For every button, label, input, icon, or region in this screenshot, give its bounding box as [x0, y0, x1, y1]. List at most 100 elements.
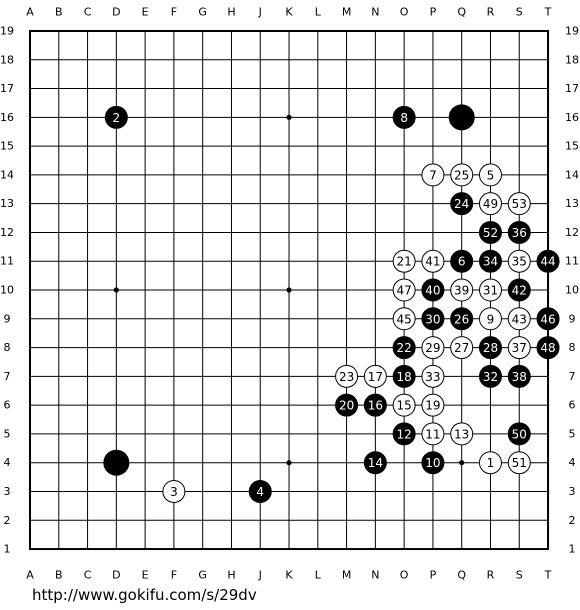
column-label: B — [55, 6, 63, 19]
column-label: C — [84, 6, 92, 19]
white-stone — [421, 336, 445, 360]
white-stone — [421, 163, 445, 187]
move-number: 46 — [540, 312, 555, 326]
stone: 42 — [507, 278, 531, 302]
black-stone — [478, 249, 502, 273]
move-number: 30 — [425, 312, 440, 326]
move-number: 23 — [339, 370, 354, 384]
move-number: 4 — [256, 485, 264, 499]
stone: 45 — [392, 307, 416, 331]
move-number: 37 — [512, 341, 527, 355]
move-number: 7 — [429, 168, 437, 182]
row-label: 6 — [4, 399, 11, 412]
stone: 24 — [450, 192, 474, 216]
column-label: A — [26, 6, 34, 19]
black-stone — [421, 278, 445, 302]
stone: 53 — [507, 192, 531, 216]
move-number: 52 — [483, 226, 498, 240]
stone: 33 — [421, 364, 445, 388]
column-label: J — [258, 6, 262, 19]
white-stone — [478, 278, 502, 302]
white-stone — [421, 364, 445, 388]
stone: 10 — [421, 451, 445, 475]
move-number: 41 — [425, 255, 440, 269]
move-number: 2 — [113, 111, 121, 125]
row-label: 6 — [569, 399, 576, 412]
black-stone — [536, 336, 560, 360]
stone: 38 — [507, 364, 531, 388]
move-number: 47 — [396, 284, 411, 298]
move-number: 15 — [396, 399, 411, 413]
star-point — [286, 114, 292, 120]
column-label: N — [371, 569, 379, 582]
move-number: 48 — [540, 341, 555, 355]
row-label: 5 — [4, 427, 11, 440]
black-stone — [104, 105, 128, 129]
stone: 35 — [507, 249, 531, 273]
white-stone — [478, 451, 502, 475]
move-number: 19 — [425, 399, 440, 413]
row-label: 13 — [565, 197, 579, 210]
column-label: E — [142, 6, 149, 19]
move-number: 17 — [368, 370, 383, 384]
white-stone — [507, 451, 531, 475]
stone: 37 — [507, 336, 531, 360]
row-label: 1 — [4, 543, 11, 556]
stone: 41 — [421, 249, 445, 273]
stone: 13 — [450, 422, 474, 446]
column-label: S — [516, 6, 523, 19]
move-number: 21 — [396, 255, 411, 269]
column-label: P — [430, 6, 437, 19]
column-label: Q — [457, 6, 466, 19]
stone: 36 — [507, 220, 531, 244]
row-label: 11 — [565, 255, 579, 268]
column-label: F — [171, 6, 177, 19]
move-number: 12 — [396, 427, 411, 441]
stone: 22 — [392, 336, 416, 360]
white-stone — [507, 249, 531, 273]
row-label: 7 — [569, 370, 576, 383]
column-label: D — [112, 6, 120, 19]
stone: 31 — [478, 278, 502, 302]
move-number: 13 — [454, 427, 469, 441]
column-label: R — [487, 6, 495, 19]
column-label: B — [55, 569, 63, 582]
black-stone — [507, 278, 531, 302]
column-label: Q — [457, 569, 466, 582]
white-stone — [162, 479, 186, 503]
column-label: K — [285, 6, 293, 19]
stone: 8 — [392, 105, 416, 129]
move-number: 49 — [483, 197, 498, 211]
stone: 48 — [536, 336, 560, 360]
white-stone — [392, 249, 416, 273]
black-stone — [478, 364, 502, 388]
move-number: 45 — [396, 312, 411, 326]
row-label: 1 — [569, 543, 576, 556]
black-stone — [478, 336, 502, 360]
white-stone — [392, 307, 416, 331]
row-label: 16 — [565, 111, 579, 124]
star-point — [459, 460, 465, 466]
move-number: 24 — [454, 197, 469, 211]
black-stone — [335, 393, 359, 417]
column-label: F — [171, 569, 177, 582]
move-number: 53 — [512, 197, 527, 211]
stone: 17 — [363, 364, 387, 388]
row-label: 5 — [569, 427, 576, 440]
black-stone — [392, 105, 416, 129]
stone: 15 — [392, 393, 416, 417]
stone: 5 — [478, 163, 502, 187]
row-label: 18 — [0, 53, 14, 66]
black-stone — [536, 249, 560, 273]
black-stone — [507, 364, 531, 388]
column-label: P — [430, 569, 437, 582]
white-stone — [507, 336, 531, 360]
black-stone — [392, 422, 416, 446]
row-label: 3 — [4, 485, 11, 498]
board-border — [29, 30, 550, 551]
row-label: 8 — [569, 341, 576, 354]
move-number: 1 — [487, 456, 495, 470]
row-label: 13 — [0, 197, 14, 210]
stone: 18 — [392, 364, 416, 388]
row-label: 7 — [4, 370, 11, 383]
